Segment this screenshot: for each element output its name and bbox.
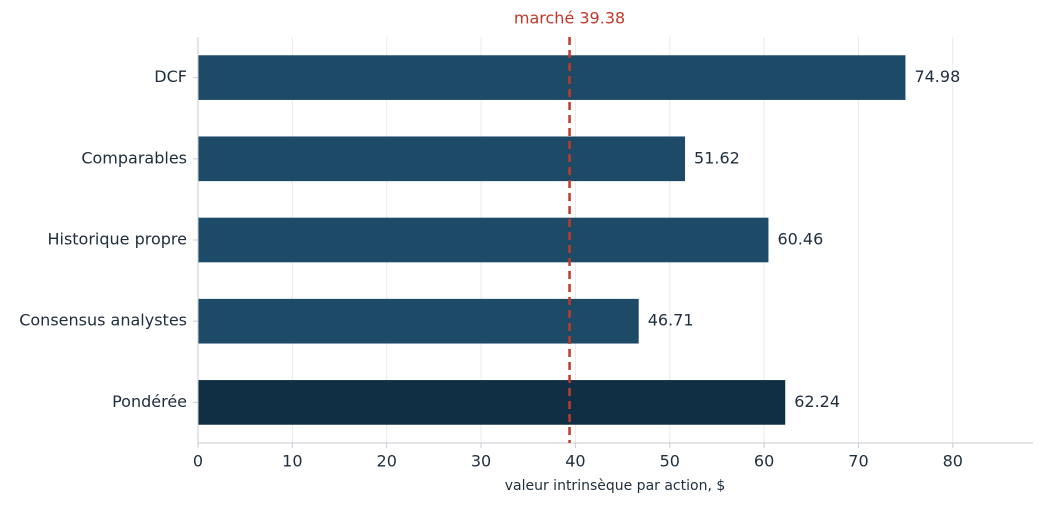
x-tick-label: 40 (565, 452, 585, 471)
value-label: 51.62 (694, 148, 740, 167)
y-tick-label: Historique propre (47, 230, 187, 249)
x-tick-label: 80 (943, 452, 963, 471)
y-tick-label: Comparables (81, 148, 187, 167)
y-tick-label: Pondérée (112, 392, 187, 411)
y-tick-label: Consensus analystes (19, 311, 187, 330)
value-label: 74.98 (914, 67, 960, 86)
bar (198, 136, 686, 182)
bar (198, 217, 769, 263)
x-tick-label: 70 (848, 452, 868, 471)
x-tick-label: 60 (754, 452, 774, 471)
value-label: 46.71 (648, 311, 694, 330)
value-label: 60.46 (777, 230, 823, 249)
value-label: 62.24 (794, 392, 840, 411)
bar (198, 298, 639, 344)
bar (198, 55, 906, 100)
x-tick-label: 20 (377, 452, 397, 471)
y-tick-label: DCF (154, 67, 187, 86)
x-tick-label: 50 (660, 452, 680, 471)
x-tick-label: 0 (193, 452, 203, 471)
bar (198, 380, 786, 425)
x-axis-label: valeur intrinsèque par action, $ (505, 478, 726, 494)
x-tick-label: 30 (471, 452, 491, 471)
reference-label: marché 39.38 (514, 9, 625, 28)
x-tick-label: 10 (282, 452, 302, 471)
